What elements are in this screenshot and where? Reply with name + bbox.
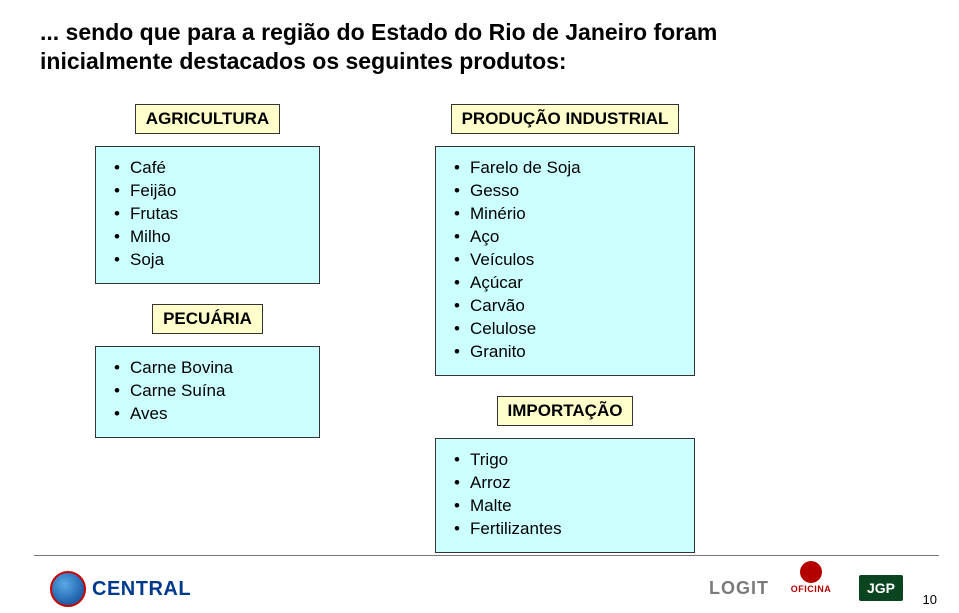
pecuaria-box: Carne Bovina Carne Suína Aves	[95, 346, 320, 438]
importacao-box: Trigo Arroz Malte Fertilizantes	[435, 438, 695, 553]
list-item: Carne Suína	[112, 381, 303, 401]
columns: AGRICULTURA Café Feijão Frutas Milho Soja PE…	[95, 104, 919, 573]
list-item: Café	[112, 158, 303, 178]
list-item: Carvão	[452, 296, 678, 316]
globe-icon	[50, 571, 86, 607]
list-item: Minério	[452, 204, 678, 224]
logo-jgp: JGP	[859, 575, 903, 601]
oficina-text: OFICINA	[791, 585, 832, 594]
agricultura-box: Café Feijão Frutas Milho Soja	[95, 146, 320, 284]
logo-central: CENTRAL	[50, 571, 191, 607]
importacao-label: IMPORTAÇÃO	[497, 396, 634, 426]
list-item: Veículos	[452, 250, 678, 270]
industrial-list: Farelo de Soja Gesso Minério Aço Veículos Açú…	[452, 158, 678, 362]
list-item: Arroz	[452, 473, 678, 493]
right-column: PRODUÇÃO INDUSTRIAL Farelo de Soja Gesso M…	[435, 104, 695, 573]
list-item: Gesso	[452, 181, 678, 201]
list-item: Fertilizantes	[452, 519, 678, 539]
central-text: CENTRAL	[92, 578, 191, 600]
list-item: Aço	[452, 227, 678, 247]
list-item: Granito	[452, 342, 678, 362]
pecuaria-list: Carne Bovina Carne Suína Aves	[112, 358, 303, 424]
pecuaria-label: PECUÁRIA	[152, 304, 263, 334]
logo-oficina: OFICINA	[785, 561, 837, 603]
list-item: Feijão	[112, 181, 303, 201]
title-line-2: inicialmente destacados os seguintes pro…	[40, 48, 567, 74]
list-item: Açúcar	[452, 273, 678, 293]
list-item: Aves	[112, 404, 303, 424]
title-line-1: ... sendo que para a região do Estado do…	[40, 19, 717, 45]
agricultura-list: Café Feijão Frutas Milho Soja	[112, 158, 303, 270]
importacao-list: Trigo Arroz Malte Fertilizantes	[452, 450, 678, 539]
footer-divider	[34, 555, 939, 556]
footer: CENTRAL LOGIT OFICINA JGP 10	[0, 555, 959, 613]
logo-logit: LOGIT	[709, 578, 769, 599]
agricultura-label: AGRICULTURA	[135, 104, 280, 134]
list-item: Frutas	[112, 204, 303, 224]
page-number: 10	[923, 592, 937, 607]
list-item: Trigo	[452, 450, 678, 470]
slide-root: ... sendo que para a região do Estado do…	[0, 0, 959, 613]
industrial-label: PRODUÇÃO INDUSTRIAL	[451, 104, 680, 134]
logo-central-text-wrap: CENTRAL	[92, 578, 191, 601]
slide-title: ... sendo que para a região do Estado do…	[40, 18, 919, 76]
list-item: Celulose	[452, 319, 678, 339]
list-item: Farelo de Soja	[452, 158, 678, 178]
list-item: Malte	[452, 496, 678, 516]
gear-icon	[800, 561, 822, 583]
list-item: Carne Bovina	[112, 358, 303, 378]
list-item: Soja	[112, 250, 303, 270]
left-column: AGRICULTURA Café Feijão Frutas Milho Soja PE…	[95, 104, 320, 573]
industrial-box: Farelo de Soja Gesso Minério Aço Veículos Açú…	[435, 146, 695, 376]
list-item: Milho	[112, 227, 303, 247]
